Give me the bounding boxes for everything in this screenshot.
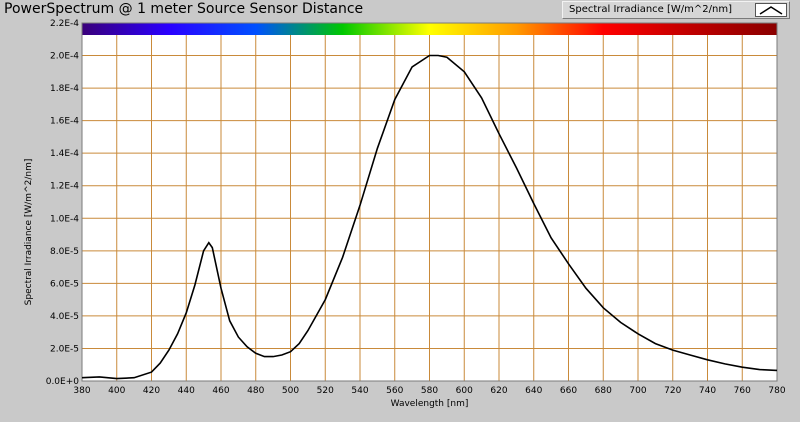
x-tick-label: 620 <box>490 386 507 396</box>
x-axis-label: Wavelength [nm] <box>391 399 469 409</box>
x-tick-label: 380 <box>73 386 90 396</box>
x-tick-label: 680 <box>595 386 612 396</box>
y-tick-label: 0.0E+0 <box>46 377 80 387</box>
y-tick-label: 2.0E-5 <box>50 344 79 354</box>
x-tick-label: 440 <box>178 386 195 396</box>
x-tick-label: 700 <box>629 386 646 396</box>
x-tick-label: 640 <box>525 386 542 396</box>
x-axis-ticks: 380 400 420 440 460 480 500 520 540 560 580 600 620 6… <box>73 386 785 396</box>
y-tick-label: 2.2E-4 <box>50 19 79 29</box>
x-tick-label: 400 <box>108 386 125 396</box>
y-tick-label: 1.8E-4 <box>50 84 79 94</box>
x-tick-label: 460 <box>212 386 229 396</box>
x-tick-label: 580 <box>421 386 438 396</box>
y-axis-ticks: 0.0E+0 2.0E-5 4.0E-5 6.0E-5 8.0E-5 1.0E-4 1.2E… <box>46 19 80 387</box>
y-axis-label: Spectral Irradiance [W/m^2/nm] <box>24 159 34 306</box>
visible-spectrum-bar <box>82 23 777 35</box>
legend-line-swatch-icon <box>755 3 787 17</box>
chart-title: PowerSpectrum @ 1 meter Source Sensor Di… <box>4 1 364 17</box>
x-tick-label: 660 <box>560 386 577 396</box>
x-tick-label: 560 <box>386 386 403 396</box>
legend[interactable]: Spectral Irradiance [W/m^2/nm] <box>562 1 790 19</box>
y-tick-label: 1.4E-4 <box>50 149 79 159</box>
x-tick-label: 600 <box>456 386 473 396</box>
y-tick-label: 4.0E-5 <box>50 312 79 322</box>
grid-lines <box>81 22 778 382</box>
x-tick-label: 520 <box>317 386 334 396</box>
x-tick-label: 740 <box>699 386 716 396</box>
x-tick-label: 480 <box>247 386 264 396</box>
x-tick-label: 760 <box>734 386 751 396</box>
x-tick-label: 720 <box>664 386 681 396</box>
x-tick-label: 500 <box>282 386 299 396</box>
legend-entry-label: Spectral Irradiance [W/m^2/nm] <box>569 4 732 15</box>
plot-border <box>81 22 778 382</box>
series-line <box>81 54 778 380</box>
y-tick-label: 1.6E-4 <box>50 117 79 127</box>
y-tick-label: 2.0E-4 <box>50 52 79 62</box>
y-tick-label: 8.0E-5 <box>50 247 79 257</box>
y-tick-label: 1.0E-4 <box>50 214 79 224</box>
x-tick-label: 780 <box>768 386 785 396</box>
y-tick-label: 1.2E-4 <box>50 182 79 192</box>
x-tick-label: 540 <box>351 386 368 396</box>
y-tick-label: 6.0E-5 <box>50 279 79 289</box>
x-tick-label: 420 <box>143 386 160 396</box>
